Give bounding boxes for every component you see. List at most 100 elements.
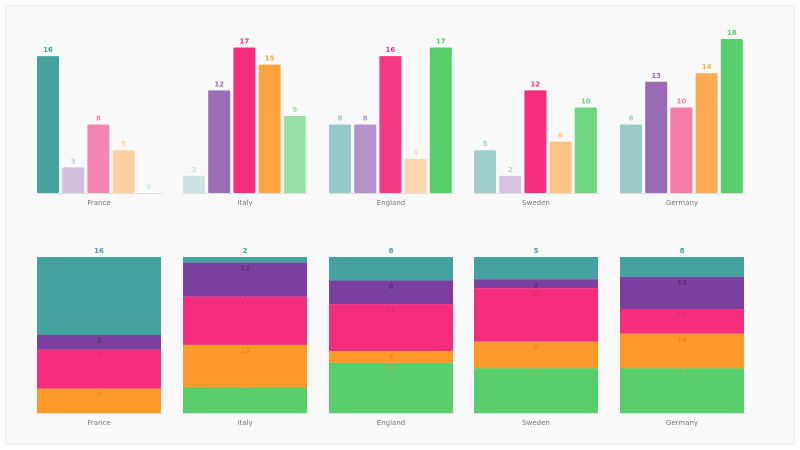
category-label: England — [377, 419, 405, 427]
data-label: 10 — [581, 97, 591, 105]
bar-england-1 — [354, 124, 377, 193]
segment-germany-3 — [620, 333, 744, 369]
bar-france-3 — [112, 150, 135, 193]
bar-germany-3 — [695, 73, 718, 193]
category-label: Italy — [237, 419, 252, 427]
bar-sweden-2 — [524, 90, 547, 193]
segment-italy-0 — [183, 257, 307, 263]
data-label: 5 — [534, 247, 539, 255]
data-label: 13 — [677, 279, 687, 287]
bar-italy-4 — [283, 116, 306, 193]
data-label: 16 — [386, 306, 396, 314]
data-label: 16 — [43, 46, 53, 54]
segment-france-3 — [37, 388, 161, 413]
data-label: 3 — [71, 157, 76, 165]
data-label: 4 — [413, 149, 418, 157]
data-label: 2 — [192, 166, 197, 174]
segment-england-4 — [329, 362, 453, 413]
bar-sweden-4 — [574, 107, 597, 193]
data-label: 18 — [727, 29, 737, 37]
segment-england-3 — [329, 351, 453, 363]
data-label: 8 — [363, 115, 368, 123]
segment-sweden-4 — [474, 368, 598, 413]
data-label: 2 — [508, 166, 513, 174]
data-label: 10 — [531, 370, 541, 378]
bar-italy-0 — [183, 175, 205, 193]
bar-italy-3 — [258, 64, 281, 193]
data-label: 12 — [240, 265, 250, 273]
bar-sweden-3 — [549, 141, 572, 193]
segment-england-1 — [329, 280, 453, 305]
data-label: 6 — [534, 344, 539, 352]
data-label: 8 — [96, 115, 101, 123]
data-label: 17 — [240, 38, 250, 46]
data-label: 12 — [214, 80, 224, 88]
segment-italy-4 — [183, 387, 307, 413]
data-label: 5 — [121, 140, 126, 148]
data-label: 8 — [629, 115, 634, 123]
data-label: 14 — [702, 63, 712, 71]
category-label: Sweden — [522, 199, 550, 207]
data-label: 17 — [240, 299, 250, 307]
bar-france-0 — [37, 56, 59, 193]
chart-frame: 16 3 8 5 0 France 2 12 17 15 9 Italy 8 8 16 4 17 England 5… — [5, 5, 795, 445]
data-label: 2 — [243, 247, 248, 255]
data-label: 5 — [97, 391, 102, 399]
segment-sweden-3 — [474, 341, 598, 369]
data-label: 17 — [436, 38, 446, 46]
segment-england-2 — [329, 304, 453, 352]
data-label: 17 — [386, 365, 396, 373]
bar-sweden-1 — [499, 175, 522, 193]
data-label: 8 — [680, 247, 685, 255]
data-label: 13 — [651, 72, 661, 80]
data-label: 12 — [531, 290, 541, 298]
segment-germany-4 — [620, 368, 744, 413]
data-label: 10 — [677, 97, 687, 105]
segment-france-2 — [37, 349, 161, 389]
data-label: 8 — [338, 115, 343, 123]
category-label: France — [87, 199, 110, 207]
bar-sweden-0 — [474, 150, 496, 193]
category-label: Sweden — [522, 419, 550, 427]
data-label: 9 — [292, 106, 297, 114]
data-label: 8 — [389, 283, 394, 291]
category-label: England — [377, 199, 405, 207]
category-label: Germany — [666, 419, 698, 427]
segment-germany-2 — [620, 309, 744, 334]
bar-france-2 — [87, 124, 110, 193]
segment-england-0 — [329, 257, 453, 281]
bar-england-2 — [379, 56, 402, 193]
bar-england-0 — [329, 124, 351, 193]
bar-italy-1 — [208, 90, 231, 193]
data-label: 15 — [265, 55, 275, 63]
category-label: Germany — [666, 199, 698, 207]
category-label: Italy — [237, 199, 252, 207]
bar-germany-4 — [720, 39, 743, 193]
data-label: 8 — [389, 247, 394, 255]
segment-sweden-1 — [474, 279, 598, 289]
bar-germany-2 — [670, 107, 693, 193]
data-label: 16 — [386, 46, 396, 54]
data-label: 8 — [97, 352, 102, 360]
segment-italy-3 — [183, 344, 307, 388]
bar-england-4 — [429, 47, 452, 193]
data-label: 4 — [389, 353, 394, 361]
bar-germany-0 — [620, 124, 642, 193]
segment-germany-1 — [620, 276, 744, 309]
data-label: 15 — [240, 347, 250, 355]
data-label: 5 — [483, 140, 488, 148]
data-label: 9 — [243, 389, 248, 397]
data-label: 0 — [146, 183, 151, 191]
bar-france-1 — [62, 167, 85, 193]
data-label: 6 — [558, 132, 563, 140]
data-label: 16 — [94, 247, 104, 255]
data-label: 10 — [677, 311, 687, 319]
data-label: 14 — [677, 336, 687, 344]
data-label: 12 — [531, 80, 541, 88]
bar-england-3 — [404, 158, 427, 193]
data-label: 18 — [677, 370, 687, 378]
bar-italy-2 — [233, 47, 256, 193]
segment-sweden-0 — [474, 257, 598, 280]
data-label: 2 — [534, 281, 539, 289]
